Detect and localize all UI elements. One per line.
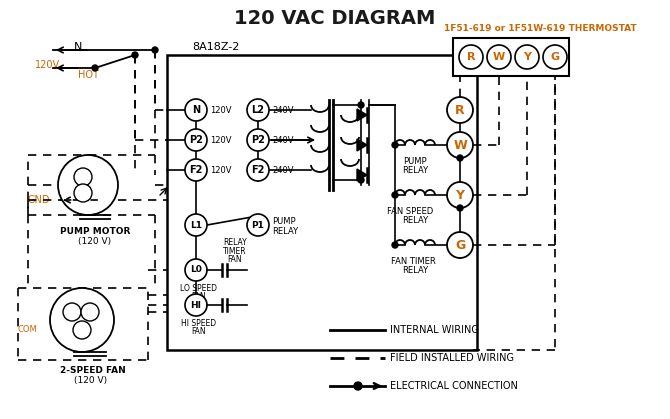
Text: N: N <box>74 42 82 52</box>
Circle shape <box>392 142 398 148</box>
Circle shape <box>358 177 364 183</box>
Circle shape <box>50 288 114 352</box>
Text: FAN: FAN <box>228 256 243 264</box>
Text: HI: HI <box>190 300 202 310</box>
Text: LO SPEED: LO SPEED <box>180 284 218 293</box>
Text: 240V: 240V <box>272 135 293 145</box>
Text: G: G <box>455 238 465 251</box>
Text: P2: P2 <box>251 135 265 145</box>
Circle shape <box>447 182 473 208</box>
Circle shape <box>358 102 364 108</box>
Bar <box>453 38 569 76</box>
Text: FAN: FAN <box>192 292 206 301</box>
Text: RELAY: RELAY <box>402 166 428 175</box>
Text: W: W <box>493 52 505 62</box>
Text: P1: P1 <box>251 220 265 230</box>
Text: RELAY: RELAY <box>272 227 298 235</box>
Circle shape <box>487 45 511 69</box>
Text: F2: F2 <box>251 165 265 175</box>
Text: (120 V): (120 V) <box>78 237 111 246</box>
Text: N: N <box>192 105 200 115</box>
Circle shape <box>247 159 269 181</box>
Text: P2: P2 <box>189 135 203 145</box>
Text: FAN: FAN <box>192 327 206 336</box>
Circle shape <box>81 303 99 321</box>
Text: LO: LO <box>68 309 76 315</box>
Circle shape <box>247 129 269 151</box>
Text: HI: HI <box>86 309 94 315</box>
Text: 240V: 240V <box>272 166 293 174</box>
Text: 120V: 120V <box>210 166 232 174</box>
Circle shape <box>457 155 463 161</box>
Text: L0: L0 <box>190 266 202 274</box>
Text: HI SPEED: HI SPEED <box>182 319 216 328</box>
Text: Y: Y <box>523 52 531 62</box>
Circle shape <box>392 192 398 198</box>
Circle shape <box>247 214 269 236</box>
Text: FAN SPEED: FAN SPEED <box>387 207 433 216</box>
Circle shape <box>447 132 473 158</box>
Text: RELAY: RELAY <box>402 216 428 225</box>
Circle shape <box>392 242 398 248</box>
Circle shape <box>457 205 463 211</box>
Text: Y: Y <box>456 189 464 202</box>
Text: ELECTRICAL CONNECTION: ELECTRICAL CONNECTION <box>390 381 518 391</box>
Circle shape <box>185 214 207 236</box>
Text: 120V: 120V <box>210 106 232 114</box>
Circle shape <box>447 232 473 258</box>
Text: G: G <box>551 52 559 62</box>
Circle shape <box>185 99 207 121</box>
Polygon shape <box>357 169 367 181</box>
Text: FAN TIMER: FAN TIMER <box>391 257 436 266</box>
Text: PUMP MOTOR: PUMP MOTOR <box>60 227 131 236</box>
Circle shape <box>185 294 207 316</box>
Text: 2-SPEED FAN: 2-SPEED FAN <box>60 366 126 375</box>
Text: RELAY: RELAY <box>402 266 428 275</box>
Text: TIMER: TIMER <box>223 246 247 256</box>
Circle shape <box>92 65 98 71</box>
Polygon shape <box>357 139 367 151</box>
Circle shape <box>447 97 473 123</box>
Text: 120V: 120V <box>210 135 232 145</box>
Circle shape <box>74 184 92 202</box>
Circle shape <box>354 382 362 390</box>
Circle shape <box>247 99 269 121</box>
Bar <box>167 55 477 350</box>
Text: RELAY: RELAY <box>223 238 247 246</box>
Text: (120 V): (120 V) <box>74 376 107 385</box>
Text: W: W <box>453 139 467 152</box>
Circle shape <box>63 303 81 321</box>
Circle shape <box>58 155 118 215</box>
Text: F2: F2 <box>190 165 203 175</box>
Circle shape <box>515 45 539 69</box>
Circle shape <box>185 259 207 281</box>
Circle shape <box>543 45 567 69</box>
Circle shape <box>459 45 483 69</box>
Circle shape <box>73 321 91 339</box>
Text: PUMP: PUMP <box>272 217 295 225</box>
Circle shape <box>132 52 138 58</box>
Text: L2: L2 <box>251 105 265 115</box>
Circle shape <box>74 168 92 186</box>
Text: 120V: 120V <box>35 60 60 70</box>
Circle shape <box>185 129 207 151</box>
Text: 8A18Z-2: 8A18Z-2 <box>192 42 239 52</box>
Text: COM: COM <box>18 326 38 334</box>
Text: 120 VAC DIAGRAM: 120 VAC DIAGRAM <box>234 8 436 28</box>
Circle shape <box>185 159 207 181</box>
Polygon shape <box>357 109 367 121</box>
Text: 240V: 240V <box>272 106 293 114</box>
Circle shape <box>152 47 158 53</box>
Text: GND: GND <box>28 195 50 205</box>
Text: HOT: HOT <box>78 70 99 80</box>
Text: FIELD INSTALLED WIRING: FIELD INSTALLED WIRING <box>390 353 514 363</box>
Text: 1F51-619 or 1F51W-619 THERMOSTAT: 1F51-619 or 1F51W-619 THERMOSTAT <box>444 23 636 33</box>
Text: R: R <box>455 103 465 116</box>
Text: INTERNAL WIRING: INTERNAL WIRING <box>390 325 479 335</box>
Text: PUMP: PUMP <box>403 157 427 166</box>
Text: L1: L1 <box>190 220 202 230</box>
Text: R: R <box>467 52 475 62</box>
